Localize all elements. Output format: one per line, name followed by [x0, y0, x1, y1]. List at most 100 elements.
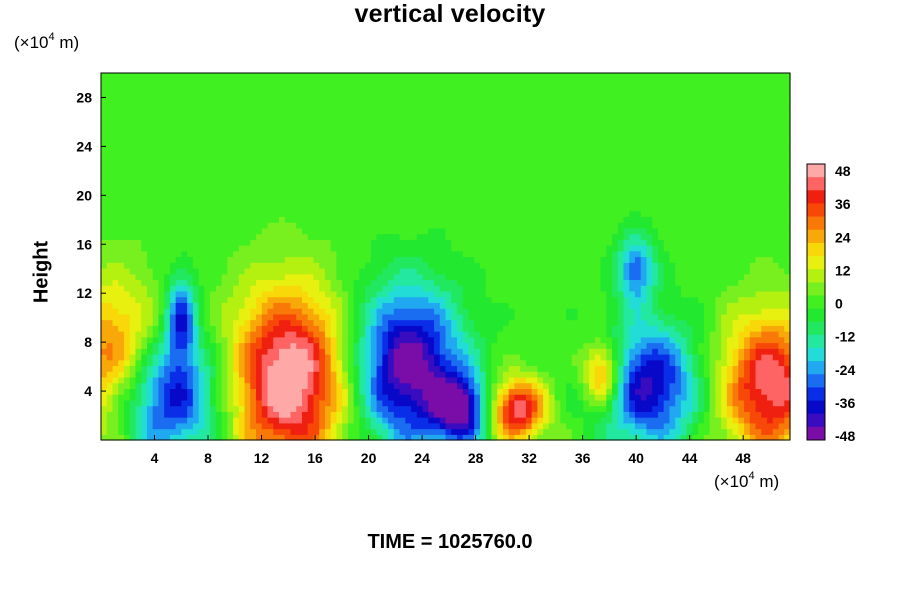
contour-cell [244, 204, 251, 212]
contour-cell [359, 417, 366, 424]
contour-cell [256, 313, 263, 321]
contour-cell [129, 405, 137, 412]
contour-cell [669, 371, 676, 378]
contour-cell [514, 233, 521, 240]
contour-cell [646, 319, 653, 326]
contour-cell [629, 296, 636, 303]
contour-cell [152, 331, 160, 338]
contour-cell [106, 267, 114, 275]
contour-cell [393, 308, 401, 315]
contour-cell [525, 273, 533, 281]
contour-cell [370, 279, 378, 286]
contour-cell [135, 296, 142, 303]
contour-cell [589, 428, 596, 435]
contour-cell [451, 245, 458, 252]
contour-cell [146, 382, 154, 389]
contour-cell [152, 411, 160, 418]
contour-cell [324, 428, 332, 435]
contour-cell [508, 371, 515, 378]
contour-cell [192, 371, 200, 378]
contour-cell [732, 273, 739, 281]
contour-cell [267, 348, 274, 355]
contour-cell [491, 233, 498, 240]
contour-cell [520, 422, 527, 430]
contour-cell [382, 359, 389, 367]
contour-cell [319, 399, 326, 407]
contour-cell [278, 285, 286, 292]
contour-cell [112, 233, 119, 240]
contour-cell [755, 267, 762, 275]
contour-cell [491, 417, 498, 424]
contour-cell [744, 245, 751, 252]
contour-cell [112, 348, 119, 355]
contour-cell [732, 399, 739, 407]
contour-cell [336, 399, 343, 407]
contour-cell [330, 245, 338, 252]
contour-cell [571, 394, 579, 401]
contour-cell [726, 262, 734, 269]
contour-cell [307, 239, 315, 246]
contour-cell [244, 411, 251, 418]
contour-cell [646, 227, 653, 235]
contour-cell [548, 256, 556, 263]
contour-cell [640, 331, 648, 338]
contour-cell [600, 250, 607, 258]
contour-cell [462, 394, 470, 401]
contour-cell [692, 210, 699, 217]
contour-cell [210, 376, 217, 384]
contour-cell [663, 273, 671, 281]
contour-cell [520, 267, 527, 275]
contour-cell [629, 222, 636, 229]
contour-cell [686, 262, 693, 269]
contour-cell [399, 405, 406, 412]
contour-cell [721, 296, 728, 303]
contour-cell [393, 210, 401, 217]
contour-cell [416, 365, 424, 372]
contour-cell [749, 376, 757, 384]
contour-cell [749, 279, 757, 286]
contour-cell [439, 417, 447, 424]
contour-cell [548, 227, 556, 235]
contour-cell [169, 290, 177, 298]
contour-cell [548, 376, 556, 384]
contour-cell [749, 365, 757, 372]
contour-cell [296, 313, 303, 321]
contour-cell [514, 250, 521, 258]
contour-cell [278, 371, 286, 378]
contour-cell [525, 399, 533, 407]
contour-cell [227, 382, 234, 389]
contour-cell [623, 239, 630, 246]
contour-cell [365, 313, 372, 321]
contour-cell [284, 216, 292, 223]
contour-cell [634, 422, 642, 430]
contour-cell [623, 233, 630, 240]
contour-cell [146, 319, 154, 326]
contour-cell [692, 302, 699, 309]
contour-cell [158, 250, 165, 258]
contour-cell [135, 245, 142, 252]
contour-cell [629, 302, 636, 309]
contour-cell [680, 308, 688, 315]
contour-cell [491, 313, 498, 321]
contour-cell [520, 216, 527, 223]
contour-cell [652, 267, 659, 275]
contour-cell [525, 302, 533, 309]
contour-cell [250, 405, 257, 412]
contour-cell [106, 348, 114, 355]
contour-cell [554, 376, 561, 384]
contour-cell [663, 256, 671, 263]
contour-cell [445, 394, 452, 401]
contour-cell [692, 376, 699, 384]
contour-cell [749, 382, 757, 389]
contour-cell [497, 405, 504, 412]
contour-cell [359, 239, 366, 246]
contour-cell [342, 245, 349, 252]
contour-cell [543, 417, 550, 424]
contour-cell [577, 434, 584, 441]
contour-cell [686, 227, 693, 235]
contour-cell [135, 267, 142, 275]
contour-cell [767, 210, 774, 217]
contour-cell [629, 239, 636, 246]
contour-cell [675, 399, 682, 407]
contour-cell [250, 233, 257, 240]
